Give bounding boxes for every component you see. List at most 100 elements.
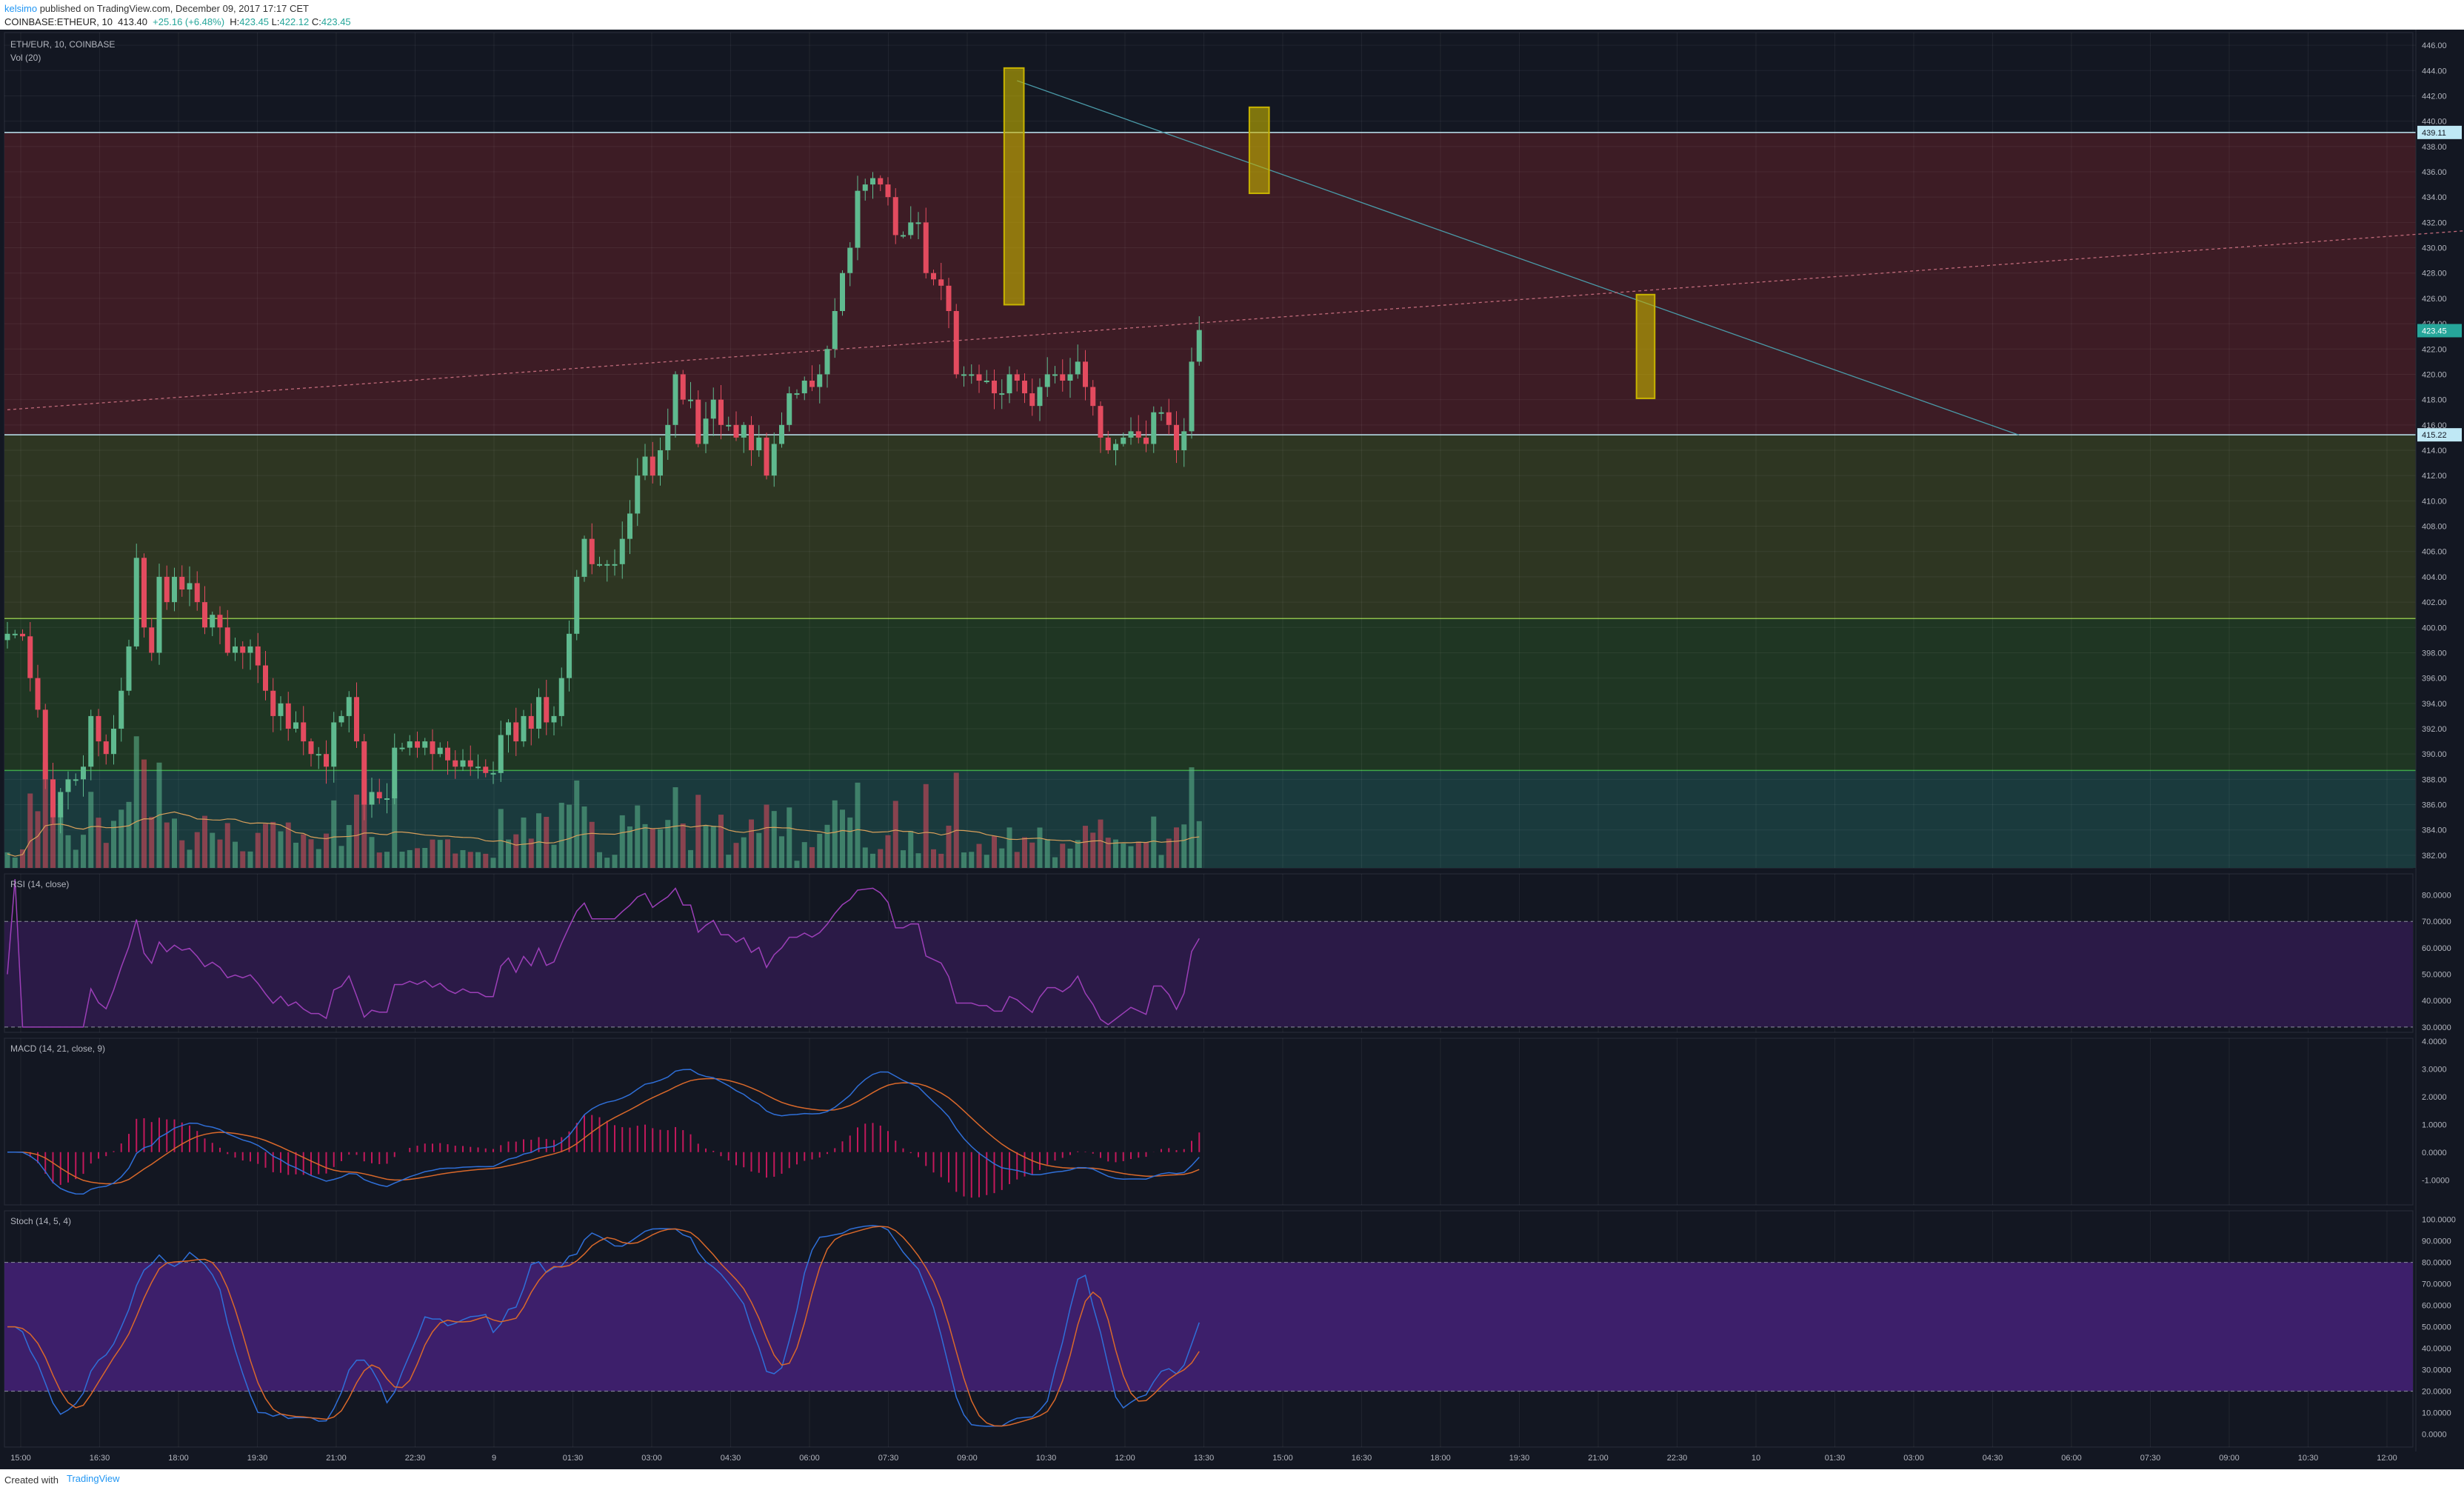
y-tick-label: 444.00 bbox=[2422, 67, 2447, 76]
change-value: +25.16 (+6.48%) bbox=[153, 16, 225, 27]
candle bbox=[247, 646, 253, 653]
stoch-y-tick: 60.0000 bbox=[2422, 1302, 2451, 1311]
publish-info: kelsimo published on TradingView.com, De… bbox=[4, 3, 309, 14]
price-label: 439.11 bbox=[2422, 129, 2446, 138]
candle bbox=[164, 576, 170, 603]
candle bbox=[1128, 431, 1134, 438]
volume-bar bbox=[885, 835, 891, 868]
candle bbox=[415, 741, 420, 748]
volume-bar bbox=[247, 851, 253, 868]
candle bbox=[270, 690, 276, 716]
volume-bar bbox=[399, 852, 405, 868]
volume-bar bbox=[604, 858, 610, 868]
volume-bar bbox=[315, 849, 321, 868]
candle bbox=[315, 754, 321, 756]
volume-bar bbox=[961, 852, 966, 868]
x-tick-label: 04:30 bbox=[721, 1454, 741, 1463]
candle bbox=[430, 741, 435, 755]
candle bbox=[999, 393, 1005, 395]
candle bbox=[832, 311, 838, 350]
candle bbox=[597, 564, 602, 566]
volume-bar bbox=[263, 823, 268, 868]
volume-bar bbox=[1044, 839, 1050, 868]
tradingview-logo-link[interactable]: TradingView bbox=[67, 1473, 120, 1484]
volume-bar bbox=[544, 817, 550, 868]
candle bbox=[984, 381, 989, 382]
volume-bar bbox=[635, 805, 641, 868]
volume-bar bbox=[574, 780, 580, 868]
volume-bar bbox=[665, 820, 671, 868]
candle bbox=[1196, 330, 1202, 362]
candle bbox=[103, 741, 109, 755]
candle bbox=[809, 381, 815, 387]
volume-bar bbox=[20, 849, 25, 868]
candle bbox=[1189, 361, 1195, 432]
x-tick-label: 21:00 bbox=[326, 1454, 347, 1463]
candle bbox=[923, 222, 929, 273]
candle bbox=[801, 381, 807, 394]
volume-bar bbox=[202, 815, 207, 868]
volume-bar bbox=[612, 855, 618, 868]
candle bbox=[42, 709, 48, 780]
volume-bar bbox=[726, 855, 732, 868]
candle bbox=[50, 779, 56, 818]
volume-bar bbox=[445, 839, 450, 868]
y-tick-label: 394.00 bbox=[2422, 700, 2447, 709]
volume-bar bbox=[42, 762, 48, 868]
x-tick-label: 18:00 bbox=[1430, 1454, 1451, 1463]
candle bbox=[1067, 374, 1073, 381]
volume-bar bbox=[627, 826, 632, 868]
volume-bar bbox=[1075, 840, 1081, 868]
x-tick-label: 12:00 bbox=[1115, 1454, 1135, 1463]
candle bbox=[695, 399, 701, 444]
candle bbox=[58, 792, 64, 818]
candle bbox=[642, 456, 648, 476]
y-tick-label: 436.00 bbox=[2422, 168, 2447, 177]
candle bbox=[187, 583, 193, 589]
macd-title: MACD (14, 21, close, 9) bbox=[10, 1043, 105, 1054]
volume-label: Vol (20) bbox=[10, 53, 41, 63]
candle bbox=[878, 178, 884, 185]
volume-bar bbox=[1121, 843, 1126, 868]
trendline-solid bbox=[1017, 80, 2020, 436]
candle bbox=[885, 184, 891, 198]
volume-bar bbox=[308, 839, 314, 868]
candle bbox=[506, 722, 511, 735]
candle bbox=[840, 273, 845, 311]
candle bbox=[263, 665, 268, 691]
volume-bar bbox=[521, 817, 527, 868]
volume-bar bbox=[255, 832, 261, 868]
candle bbox=[475, 766, 481, 769]
ohlc-info: COINBASE:ETHEUR, 10 413.40 +25.16 (+6.48… bbox=[4, 16, 351, 27]
high-label: H: bbox=[230, 16, 240, 27]
candle bbox=[794, 393, 800, 395]
volume-bar bbox=[695, 795, 701, 868]
stoch-y-tick: 0.0000 bbox=[2422, 1431, 2447, 1440]
volume-bar bbox=[567, 804, 572, 868]
candle bbox=[749, 424, 754, 450]
x-tick-label: 15:00 bbox=[10, 1454, 31, 1463]
candle bbox=[1143, 437, 1149, 444]
x-tick-label: 21:00 bbox=[1588, 1454, 1609, 1463]
stoch-y-tick: 80.0000 bbox=[2422, 1259, 2451, 1268]
y-tick-label: 390.00 bbox=[2422, 750, 2447, 759]
x-tick-label: 16:30 bbox=[90, 1454, 110, 1463]
x-tick-label: 09:00 bbox=[2219, 1454, 2240, 1463]
candle bbox=[483, 766, 489, 773]
volume-bar bbox=[915, 853, 921, 868]
candle bbox=[726, 424, 732, 427]
candle bbox=[407, 741, 413, 748]
candle bbox=[551, 715, 557, 723]
symbol-label: COINBASE:ETHEUR, 10 bbox=[4, 16, 113, 27]
x-tick-label: 19:30 bbox=[1509, 1454, 1530, 1463]
volume-bar bbox=[338, 846, 344, 868]
volume-bar bbox=[490, 858, 496, 868]
author-link[interactable]: kelsimo bbox=[4, 3, 38, 14]
x-tick-label: 10:30 bbox=[2298, 1454, 2319, 1463]
volume-bar bbox=[141, 759, 147, 868]
volume-bar bbox=[483, 853, 489, 868]
chart-area[interactable]: 446.00 444.00 442.00 440.00 438.00 436.00 434.… bbox=[0, 30, 2464, 1469]
volume-bar bbox=[1181, 824, 1187, 868]
volume-bar bbox=[35, 811, 41, 868]
rsi-y-tick: 70.0000 bbox=[2422, 918, 2451, 926]
